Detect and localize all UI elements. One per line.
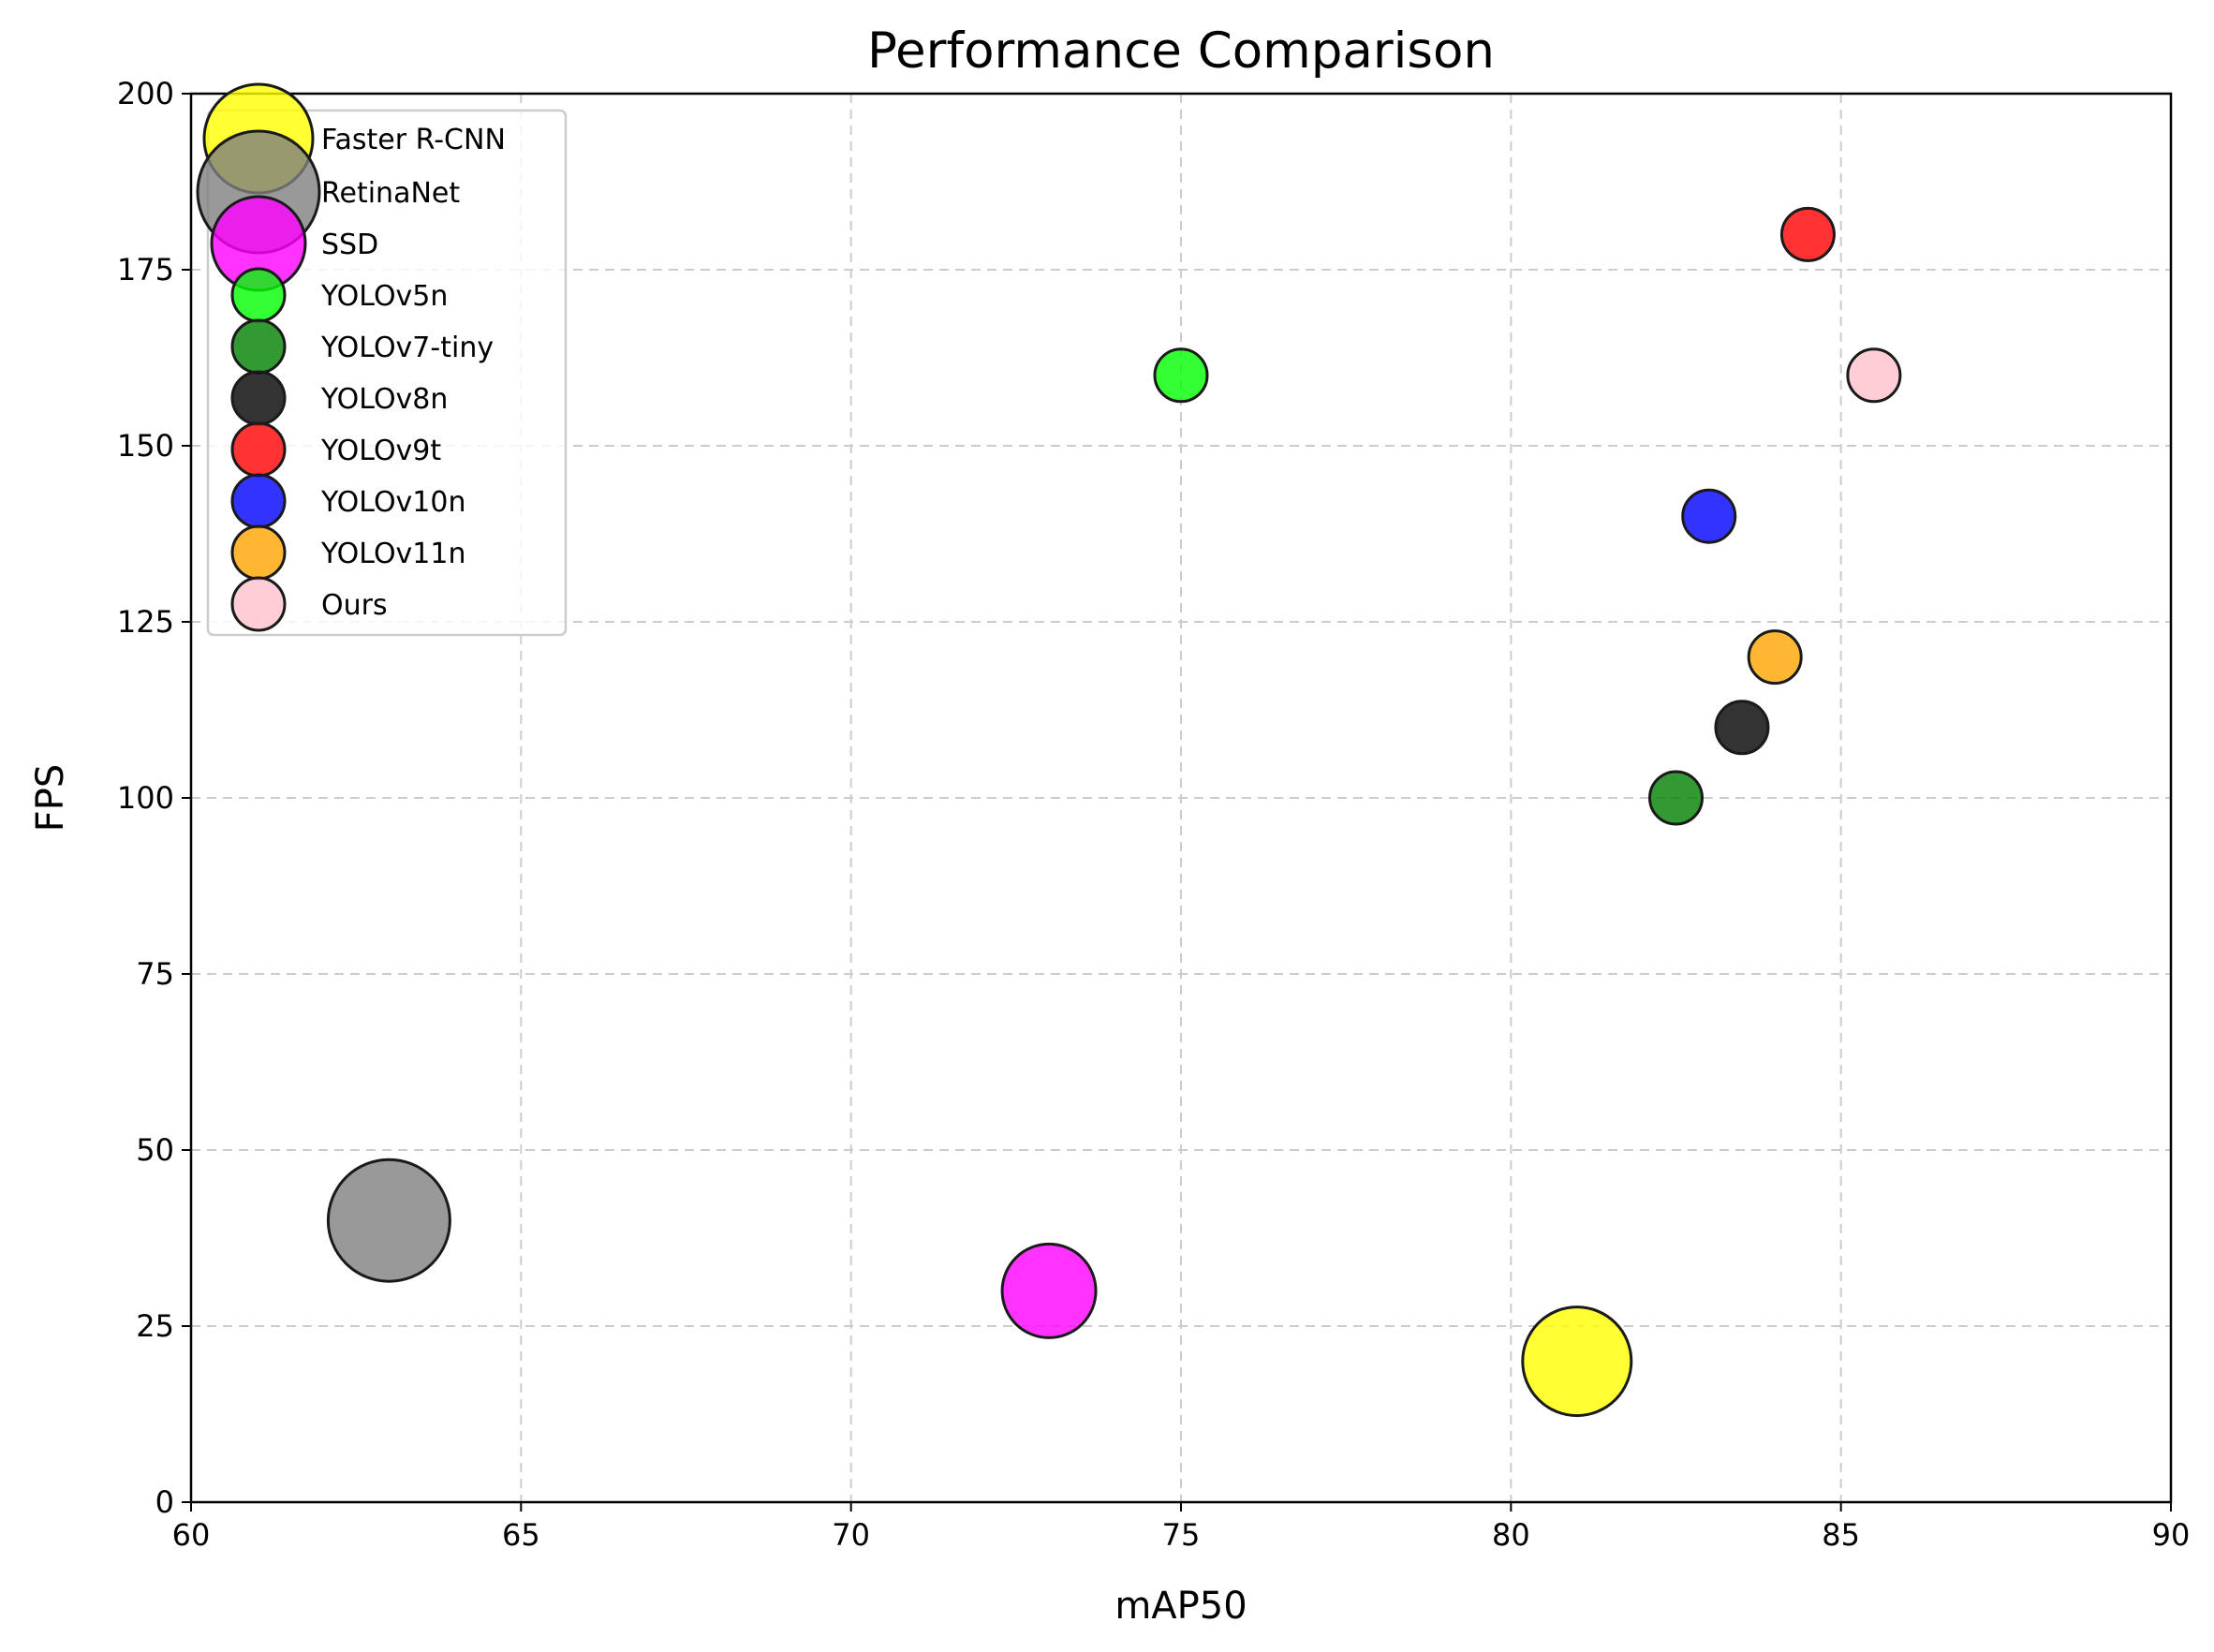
- y-tick-label: 175: [117, 252, 174, 288]
- legend-label: YOLOv5n: [320, 280, 448, 313]
- legend-label: YOLOv7-tiny: [320, 332, 494, 364]
- legend-marker: [230, 267, 287, 323]
- x-tick-label: 80: [1492, 1517, 1530, 1553]
- legend-marker: [230, 370, 287, 426]
- x-tick-label: 60: [172, 1517, 211, 1553]
- legend-label: SSD: [321, 229, 378, 261]
- legend-marker: [230, 576, 287, 632]
- data-point-yolov10n: [1681, 488, 1737, 544]
- y-tick-label: 50: [136, 1132, 174, 1168]
- x-axis-ticks: 60 65 70 75 80 85 90: [172, 1502, 2191, 1553]
- legend-label: YOLOv10n: [320, 486, 466, 519]
- x-tick-label: 75: [1162, 1517, 1201, 1553]
- y-tick-label: 100: [117, 780, 174, 816]
- data-point-retinanet: [326, 1158, 451, 1283]
- data-point-faster-r-cnn: [1521, 1305, 1633, 1418]
- y-axis-label: FPS: [29, 764, 72, 833]
- legend: Faster R-CNN RetinaNet SSD YOLOv5n YOLOv7-ti…: [196, 82, 568, 637]
- legend-label: YOLOv9t: [320, 435, 441, 467]
- y-tick-label: 75: [136, 956, 174, 992]
- data-point-ours: [1846, 347, 1902, 404]
- legend-label: Faster R-CNN: [321, 124, 506, 156]
- legend-label: Ours: [321, 589, 388, 622]
- y-tick-label: 0: [155, 1484, 174, 1520]
- data-point-yolov11n: [1747, 629, 1803, 686]
- legend-marker: [230, 524, 287, 581]
- x-tick-label: 85: [1822, 1517, 1860, 1553]
- chart-title: Performance Comparison: [867, 22, 1495, 80]
- legend-label: YOLOv8n: [320, 383, 448, 416]
- x-tick-label: 70: [832, 1517, 870, 1553]
- y-tick-label: 150: [117, 428, 174, 464]
- data-point-ssd: [1000, 1242, 1098, 1339]
- data-points: [326, 206, 1902, 1418]
- legend-marker: [230, 421, 287, 478]
- data-point-yolov8n: [1714, 700, 1770, 756]
- x-tick-label: 90: [2152, 1517, 2191, 1553]
- x-axis-label: mAP50: [1114, 1585, 1247, 1628]
- data-point-yolov7-tiny: [1648, 770, 1704, 826]
- y-tick-label: 200: [117, 76, 174, 111]
- x-tick-label: 65: [502, 1517, 540, 1553]
- data-point-yolov5n: [1153, 347, 1209, 404]
- legend-marker: [230, 318, 287, 375]
- legend-label: YOLOv11n: [320, 538, 466, 570]
- data-point-yolov9t: [1779, 206, 1836, 262]
- legend-marker: [230, 473, 287, 529]
- y-tick-label: 25: [136, 1308, 174, 1344]
- y-axis-ticks: 0 25 50 75 100 125 150 175 200: [117, 76, 191, 1520]
- y-tick-label: 125: [117, 604, 174, 640]
- legend-label: RetinaNet: [321, 177, 460, 210]
